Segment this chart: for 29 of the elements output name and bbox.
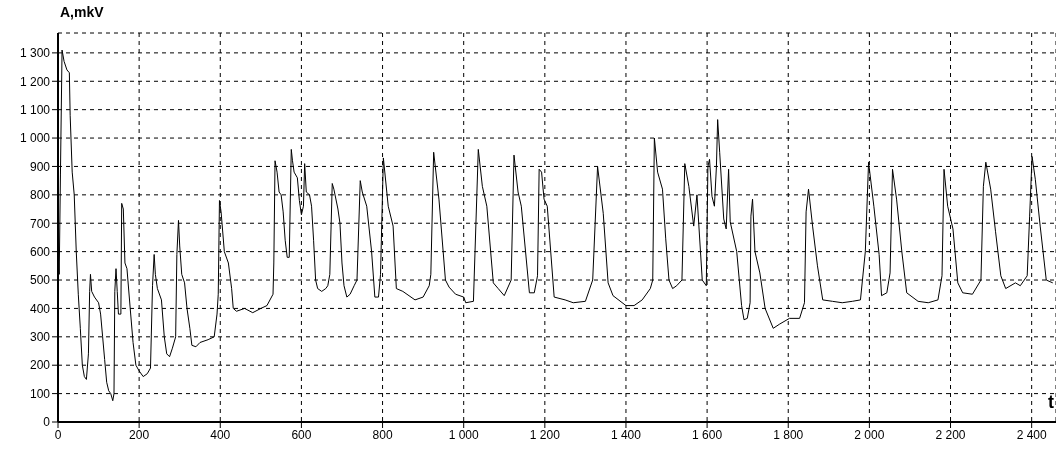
x-tick-label: 2 000 <box>854 427 885 442</box>
x-tick-label: 1 000 <box>448 427 480 442</box>
x-tick-label: 400 <box>210 427 231 442</box>
y-tick-label: 900 <box>29 159 51 174</box>
y-tick-label: 0 <box>43 415 51 430</box>
x-tick-label: 1 800 <box>773 427 804 442</box>
y-tick-label: 400 <box>29 301 51 316</box>
y-tick-label: 200 <box>29 358 51 373</box>
y-tick-label: 1 200 <box>19 74 51 89</box>
y-tick-label: 1 300 <box>19 46 51 61</box>
y-tick-label: 800 <box>29 188 51 203</box>
y-tick-label: 1 000 <box>19 131 51 146</box>
y-axis-title: A,mkV <box>60 4 104 20</box>
y-tick-label: 300 <box>29 330 51 345</box>
y-tick-label: 700 <box>29 216 51 231</box>
x-tick-label: 1 400 <box>610 427 642 442</box>
x-tick-label: 800 <box>372 427 393 442</box>
x-tick-label: 200 <box>129 427 150 442</box>
x-tick-label: 1 600 <box>692 427 723 442</box>
y-tick-label: 100 <box>29 386 51 401</box>
y-tick-label: 600 <box>29 244 51 259</box>
y-tick-label: 1 100 <box>19 102 51 117</box>
x-tick-label: 0 <box>54 427 62 442</box>
x-tick-label: 1 200 <box>529 427 561 442</box>
x-tick-label: 600 <box>291 427 312 442</box>
x-tick-label: 2 200 <box>935 427 966 442</box>
x-axis-title: t <box>1048 392 1054 413</box>
x-tick-label: 2 400 <box>1016 427 1047 442</box>
y-tick-label: 500 <box>29 273 51 288</box>
